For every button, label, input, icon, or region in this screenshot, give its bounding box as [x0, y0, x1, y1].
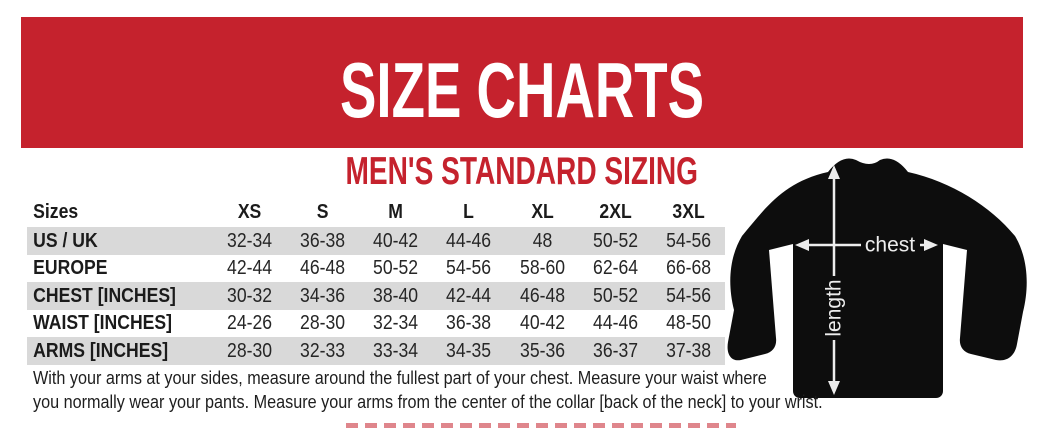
length-label: length: [823, 279, 846, 336]
chest-label: chest: [865, 234, 915, 257]
chest-arrow: [795, 239, 938, 251]
shirt-diagram: length chest: [727, 158, 1027, 398]
size-value: 54-56: [446, 257, 492, 280]
size-value: 48: [532, 229, 552, 252]
size-value: 37-38: [665, 339, 711, 362]
size-value: 54-56: [665, 284, 711, 307]
size-value: 44-46: [446, 229, 492, 252]
measure-instructions-line2: you normally wear your pants. Measure yo…: [33, 392, 823, 412]
measure-instructions: With your arms at your sides, measure ar…: [33, 366, 823, 414]
header-3XL: 3XL: [672, 201, 705, 223]
row-label: US / UK: [33, 229, 98, 252]
size-value: 32-33: [300, 339, 346, 362]
header-M: M: [388, 201, 404, 223]
section-title: MEN'S STANDARD SIZING: [21, 152, 1023, 191]
size-table: Sizes XS S M L XL 2XL 3XL US / UK 32-34 36-38 40-4…: [27, 197, 725, 365]
size-value: 50-52: [592, 229, 638, 252]
shirt-silhouette-shape: [727, 158, 1027, 398]
header-2XL: 2XL: [599, 201, 632, 223]
table-row: EUROPE 42-44 46-48 50-52 54-56 58-60 62-64 66-6…: [27, 255, 725, 283]
size-value: 42-44: [227, 257, 273, 280]
table-body: US / UK 32-34 36-38 40-42 44-46 48 50-52 54-56 E…: [27, 227, 725, 365]
size-value: 34-35: [446, 339, 492, 362]
size-value: 38-40: [373, 284, 419, 307]
table-row: CHEST [INCHES] 30-32 34-36 38-40 42-44 46-48 5…: [27, 282, 725, 310]
header-S: S: [316, 201, 329, 223]
cropped-next-section-text: [346, 423, 736, 428]
page-title: SIZE CHARTS: [339, 45, 705, 134]
size-value: 40-42: [519, 312, 565, 335]
size-value: 50-52: [592, 284, 638, 307]
table-row: WAIST [INCHES] 24-26 28-30 32-34 36-38 40-42 4…: [27, 310, 725, 338]
size-value: 35-36: [519, 339, 565, 362]
size-value: 54-56: [665, 229, 711, 252]
size-value: 32-34: [373, 312, 419, 335]
size-value: 36-38: [446, 312, 492, 335]
size-value: 44-46: [592, 312, 638, 335]
header-XL: XL: [530, 201, 554, 223]
size-value: 66-68: [665, 257, 711, 280]
size-value: 36-37: [592, 339, 638, 362]
size-value: 24-26: [227, 312, 273, 335]
size-value: 48-50: [665, 312, 711, 335]
size-value: 50-52: [373, 257, 419, 280]
measure-instructions-line1: With your arms at your sides, measure ar…: [33, 368, 767, 388]
size-value: 40-42: [373, 229, 419, 252]
table-header-row: Sizes XS S M L XL 2XL 3XL: [27, 197, 725, 227]
size-value: 46-48: [519, 284, 565, 307]
size-value: 33-34: [373, 339, 419, 362]
size-value: 46-48: [300, 257, 346, 280]
size-value: 36-38: [300, 229, 346, 252]
header-XS: XS: [237, 201, 262, 223]
size-value: 30-32: [227, 284, 273, 307]
section-title-text: MEN'S STANDARD SIZING: [345, 150, 699, 193]
size-value: 32-34: [227, 229, 273, 252]
table-row: ARMS [INCHES] 28-30 32-33 33-34 34-35 35-36 36…: [27, 337, 725, 365]
size-value: 42-44: [446, 284, 492, 307]
row-label: ARMS [INCHES]: [33, 339, 169, 362]
length-arrow: [828, 165, 840, 395]
size-value: 28-30: [300, 312, 346, 335]
header-sizes: Sizes: [33, 201, 79, 223]
size-value: 58-60: [519, 257, 565, 280]
table-row: US / UK 32-34 36-38 40-42 44-46 48 50-52 54-56: [27, 227, 725, 255]
header-L: L: [463, 201, 475, 223]
banner: SIZE CHARTS: [21, 17, 1023, 148]
size-value: 28-30: [227, 339, 273, 362]
row-label: CHEST [INCHES]: [33, 284, 176, 307]
size-value: 34-36: [300, 284, 346, 307]
size-value: 62-64: [592, 257, 638, 280]
row-label: WAIST [INCHES]: [33, 312, 173, 335]
row-label: EUROPE: [33, 257, 108, 280]
